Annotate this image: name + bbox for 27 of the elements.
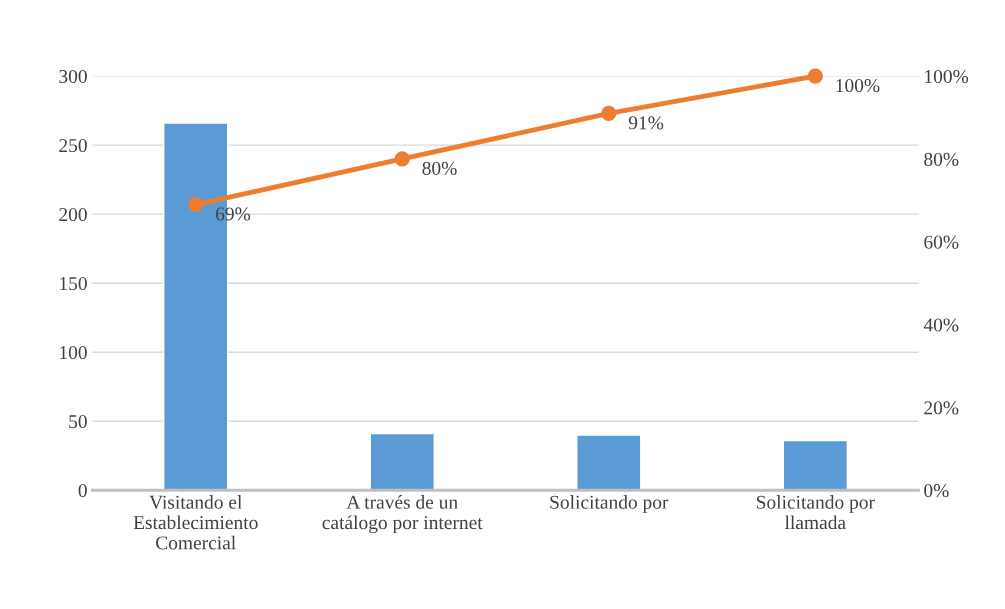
point (188, 196, 204, 213)
y2-tick-label: 20% (924, 401, 959, 415)
y-tick-label: 200 (59, 207, 87, 222)
point (601, 105, 617, 122)
y-tick-label: 150 (60, 277, 87, 291)
bar (576, 434, 642, 491)
y2-tick-label: 80% (924, 152, 959, 166)
y-tick-label: 0 (78, 484, 87, 498)
y2-tick-label: 40% (923, 318, 959, 332)
data-label: 100% (836, 78, 880, 93)
x-tick-label: Solicitando por (550, 495, 669, 513)
x-tick-label: A través de un catálogo por internet (322, 495, 483, 534)
y-tick-label: 50 (69, 415, 87, 429)
y2-tick-label: 60% (924, 235, 959, 249)
y-tick-label: 250 (59, 138, 87, 153)
x-tick-label: Solicitando por llamada (756, 495, 875, 530)
x-tick-label: Visitando el Establecimiento Comercial (133, 495, 258, 550)
data-label: 91% (628, 116, 664, 130)
y2-tick-label: 0% (924, 484, 949, 498)
y-tick-label: 100 (60, 346, 87, 360)
bar (782, 439, 849, 491)
point (807, 68, 823, 84)
data-label: 80% (422, 161, 457, 175)
y-tick-label: 300 (59, 69, 87, 84)
bar (369, 432, 435, 491)
point (394, 151, 410, 167)
y2-tick-label: 100% (925, 69, 969, 84)
